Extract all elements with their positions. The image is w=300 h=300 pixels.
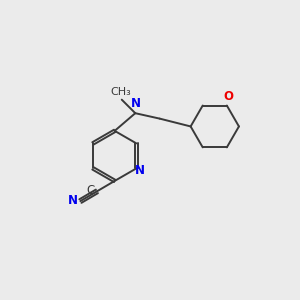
Text: N: N [68, 194, 78, 207]
Text: O: O [223, 90, 233, 103]
Text: N: N [131, 97, 141, 110]
Text: CH₃: CH₃ [110, 87, 130, 97]
Text: C: C [86, 184, 94, 197]
Text: N: N [135, 164, 145, 177]
